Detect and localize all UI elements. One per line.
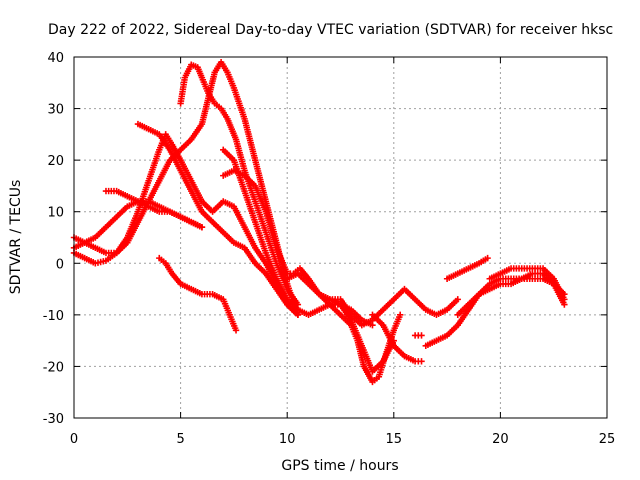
data-point: [454, 296, 461, 303]
y-tick-label: 0: [56, 257, 64, 272]
series-arc-11: [315, 285, 461, 329]
y-tick-label: 30: [47, 103, 64, 118]
chart-title: Day 222 of 2022, Sidereal Day-to-day VTE…: [48, 22, 613, 38]
series-arc-17: [486, 265, 568, 303]
data-point: [561, 296, 568, 303]
series-arc-15: [443, 254, 491, 282]
series-arc-10: [284, 270, 404, 386]
x-tick-label: 5: [176, 432, 184, 447]
data-point: [232, 327, 240, 334]
x-tick-label: 0: [70, 432, 78, 447]
x-axis-label: GPS time / hours: [281, 458, 398, 474]
y-tick-label: -30: [43, 412, 64, 427]
data-point: [484, 254, 491, 262]
series-arc-7: [156, 254, 240, 334]
data-point: [418, 358, 425, 365]
y-tick-label: -20: [43, 360, 64, 375]
data-point: [198, 223, 206, 231]
data-series: [70, 58, 568, 386]
axis-ticks: [73, 56, 608, 419]
tick-labels: 0 5 10 15 20 25 -30 -20 -10 0 10 20 30 40: [43, 51, 616, 447]
series-arc-3: [134, 120, 302, 319]
y-tick-label: 20: [47, 154, 64, 169]
y-tick-label: -10: [43, 309, 64, 324]
series-arc-13: [411, 332, 425, 339]
x-tick-label: 25: [599, 432, 616, 447]
x-tick-label: 20: [492, 432, 509, 447]
series-arc-16: [454, 275, 568, 319]
grid: [74, 57, 607, 418]
y-tick-label: 40: [47, 51, 64, 66]
data-point: [396, 311, 404, 319]
series-arc-12: [369, 311, 425, 365]
x-tick-label: 10: [279, 432, 296, 447]
data-point: [418, 332, 425, 339]
x-tick-label: 15: [386, 432, 403, 447]
y-axis-label: SDTVAR / TECUs: [8, 180, 24, 295]
series-arc-6: [102, 187, 206, 231]
y-tick-label: 10: [47, 206, 64, 221]
plot-frame: [73, 56, 608, 419]
